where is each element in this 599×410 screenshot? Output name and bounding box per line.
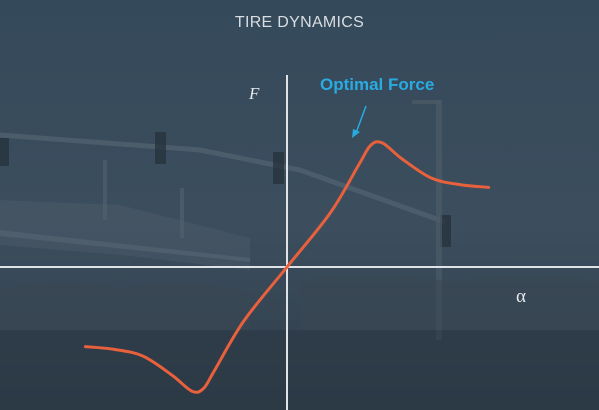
y-axis-label: F [249, 84, 260, 103]
slide-title: TIRE DYNAMICS [234, 14, 365, 31]
optimal-force-label: Optimal Force [320, 75, 435, 94]
tire-force-curve [83, 140, 491, 394]
x-axis-label: α [516, 286, 526, 307]
optimal-force-arrow-head [352, 129, 360, 138]
optimal-force-arrow [355, 105, 367, 134]
